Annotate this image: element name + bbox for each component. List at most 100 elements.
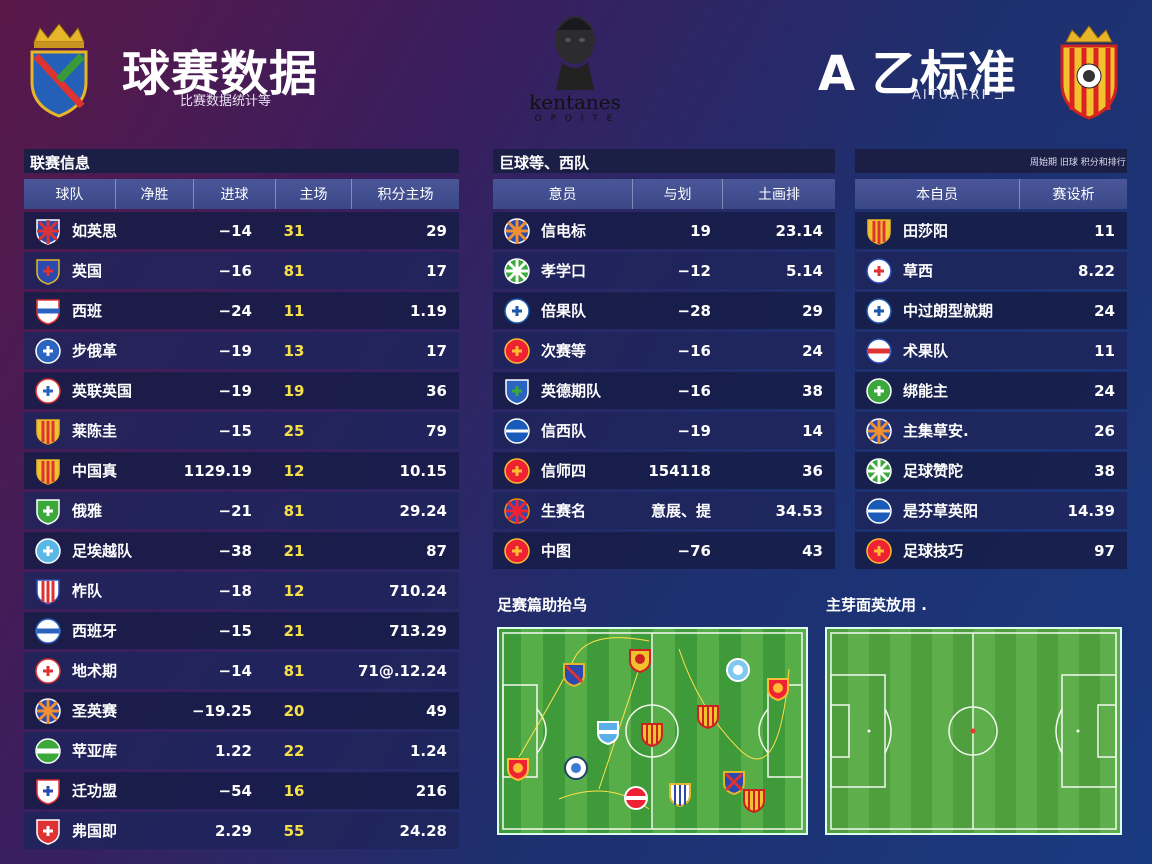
team-cell[interactable]: 地术期 <box>24 652 162 689</box>
col-points[interactable]: 积分主场 <box>377 187 434 203</box>
team-cell[interactable]: 草西 <box>855 252 1045 289</box>
blue-green-shield-icon <box>505 378 529 405</box>
table-row[interactable]: 地术期 −14 81 71@.12.24 <box>24 652 459 689</box>
team-cell[interactable]: 中过朗型就期 <box>855 292 1045 329</box>
team-cell[interactable]: 如英思 <box>24 212 162 249</box>
team-cell[interactable]: 孝学口 <box>493 252 633 289</box>
team-cell[interactable]: 圣英赛 <box>24 692 162 729</box>
table-row[interactable]: 中图 −76 43 <box>493 532 835 569</box>
team-cell[interactable]: 柞队 <box>24 572 162 609</box>
right-table: 本自员 赛设析 田莎阳 11 草西 8.22 中过朗型就期 24 术果队 11 绑能主 24 主集草… <box>855 179 1127 569</box>
team-cell[interactable]: 中国真 <box>24 452 162 489</box>
brand-name: kentanes <box>529 90 621 114</box>
team-name: 柞队 <box>72 582 103 600</box>
table-row[interactable]: 术果队 11 <box>855 332 1127 369</box>
team-cell[interactable]: 倍果队 <box>493 292 633 329</box>
table-row[interactable]: 如英思 −14 31 29 <box>24 212 459 249</box>
team-cell[interactable]: 中图 <box>493 532 633 569</box>
team-cell[interactable]: 信师四 <box>493 452 633 489</box>
team-badge-icon[interactable] <box>561 661 587 687</box>
team-cell[interactable]: 俄雅 <box>24 492 162 529</box>
table-row[interactable]: 主集草安. 26 <box>855 412 1127 449</box>
team-cell[interactable]: 西班牙 <box>24 612 162 649</box>
table-row[interactable]: 足球赞陀 38 <box>855 452 1127 489</box>
table-row[interactable]: 是芬草英阳 14.39 <box>855 492 1127 529</box>
col-right-team[interactable]: 本自员 <box>855 179 1020 209</box>
field-pitch[interactable] <box>825 627 1122 835</box>
team-cell[interactable]: 主集草安. <box>855 412 1045 449</box>
team-cell[interactable]: 弗国即 <box>24 812 162 849</box>
table-row[interactable]: 迁功盟 −54 16 216 <box>24 772 459 809</box>
col-diff[interactable]: 净胜 <box>116 179 194 209</box>
table-row[interactable]: 西班 −24 11 1.19 <box>24 292 459 329</box>
table-row[interactable]: 俄雅 −21 81 29.24 <box>24 492 459 529</box>
table-row[interactable]: 弗国即 2.29 55 24.28 <box>24 812 459 849</box>
table-row[interactable]: 信电标 19 23.14 <box>493 212 835 249</box>
table-row[interactable]: 生赛名 意展、提 34.53 <box>493 492 835 529</box>
table-row[interactable]: 足埃越队 −38 21 87 <box>24 532 459 569</box>
team-badge-icon[interactable] <box>505 755 531 781</box>
team-badge-icon[interactable] <box>725 657 751 683</box>
team-cell[interactable]: 英联英国 <box>24 372 162 409</box>
table-row[interactable]: 英德期队 −16 38 <box>493 372 835 409</box>
team-cell[interactable]: 苹亚库 <box>24 732 162 769</box>
team-cell[interactable]: 英国 <box>24 252 162 289</box>
table-row[interactable]: 孝学口 −12 5.14 <box>493 252 835 289</box>
team-cell[interactable]: 是芬草英阳 <box>855 492 1045 529</box>
table-row[interactable]: 田莎阳 11 <box>855 212 1127 249</box>
table-row[interactable]: 莱陈圭 −15 25 79 <box>24 412 459 449</box>
table-row[interactable]: 英联英国 −19 19 36 <box>24 372 459 409</box>
team-badge-icon[interactable] <box>623 785 649 811</box>
table-row[interactable]: 信西队 −19 14 <box>493 412 835 449</box>
team-badge-icon[interactable] <box>695 703 721 729</box>
team-badge-icon[interactable] <box>627 647 653 673</box>
table-row[interactable]: 西班牙 −15 21 713.29 <box>24 612 459 649</box>
col-mid-a[interactable]: 与划 <box>633 179 723 209</box>
team-cell[interactable]: 次赛等 <box>493 332 633 369</box>
team-cell[interactable]: 英德期队 <box>493 372 633 409</box>
team-badge-icon[interactable] <box>667 781 693 807</box>
table-row[interactable]: 次赛等 −16 24 <box>493 332 835 369</box>
table-row[interactable]: 苹亚库 1.22 22 1.24 <box>24 732 459 769</box>
col-right-value[interactable]: 赛设析 <box>1052 187 1095 203</box>
team-name: 倍果队 <box>541 302 587 320</box>
team-cell[interactable]: 生赛名 <box>493 492 633 529</box>
team-cell[interactable]: 田莎阳 <box>855 212 1045 249</box>
table-row[interactable]: 倍果队 −28 29 <box>493 292 835 329</box>
team-badge-icon[interactable] <box>721 769 747 795</box>
table-row[interactable]: 足球技巧 97 <box>855 532 1127 569</box>
team-cell[interactable]: 术果队 <box>855 332 1045 369</box>
team-badge-icon[interactable] <box>563 755 589 781</box>
table-row[interactable]: 中国真 1129.19 12 10.15 <box>24 452 459 489</box>
team-cell[interactable]: 足球技巧 <box>855 532 1045 569</box>
team-badge-icon[interactable] <box>639 721 665 747</box>
team-cell[interactable]: 步俄革 <box>24 332 162 369</box>
goals-cell: 31 <box>283 221 305 240</box>
team-cell[interactable]: 迁功盟 <box>24 772 162 809</box>
team-cell[interactable]: 足埃越队 <box>24 532 162 569</box>
col-mid-b[interactable]: 土画排 <box>758 187 800 203</box>
team-badge-icon[interactable] <box>595 719 621 745</box>
table-row[interactable]: 绑能主 24 <box>855 372 1127 409</box>
team-cell[interactable]: 绑能主 <box>855 372 1045 409</box>
table-row[interactable]: 中过朗型就期 24 <box>855 292 1127 329</box>
col-home[interactable]: 主场 <box>276 179 352 209</box>
team-badge-icon[interactable] <box>741 787 767 813</box>
col-goals[interactable]: 进球 <box>194 179 276 209</box>
table-row[interactable]: 草西 8.22 <box>855 252 1127 289</box>
table-row[interactable]: 信师四 154118 36 <box>493 452 835 489</box>
col-mid-team[interactable]: 意员 <box>493 179 633 209</box>
team-cell[interactable]: 西班 <box>24 292 162 329</box>
team-cell[interactable]: 信西队 <box>493 412 633 449</box>
team-cell[interactable]: 莱陈圭 <box>24 412 162 449</box>
table-row[interactable]: 英国 −16 81 17 <box>24 252 459 289</box>
team-badge-icon[interactable] <box>765 675 791 701</box>
team-cell[interactable]: 足球赞陀 <box>855 452 1045 489</box>
team-cell[interactable]: 信电标 <box>493 212 633 249</box>
col-team[interactable]: 球队 <box>24 179 116 209</box>
table-row[interactable]: 圣英赛 −19.25 20 49 <box>24 692 459 729</box>
table-row[interactable]: 柞队 −18 12 710.24 <box>24 572 459 609</box>
table-row[interactable]: 步俄革 −19 13 17 <box>24 332 459 369</box>
value-cell: 11 <box>1094 221 1115 240</box>
formation-pitch[interactable] <box>497 627 808 835</box>
